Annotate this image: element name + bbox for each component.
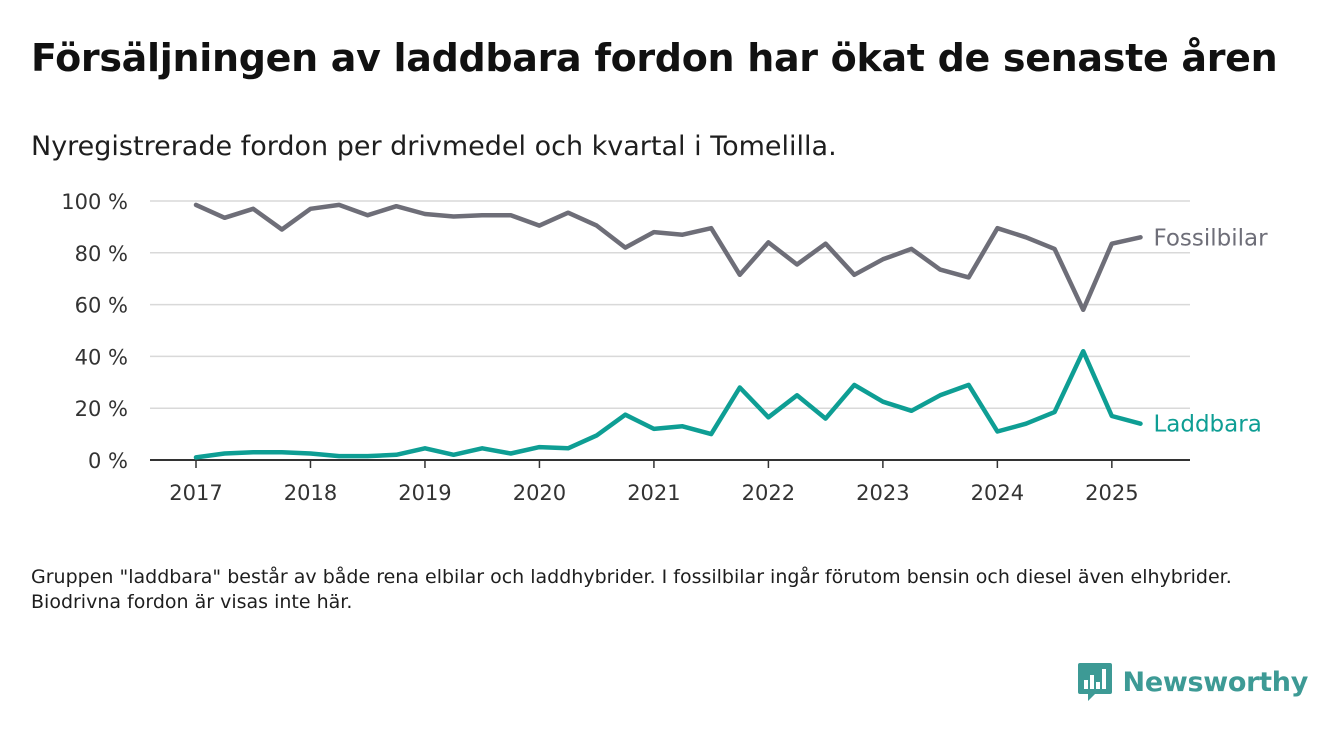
x-tick-label: 2018: [284, 481, 337, 505]
series-line-laddbara: [193, 348, 1143, 460]
y-tick-label: 0 %: [88, 449, 128, 473]
x-tick-label: 2021: [627, 481, 680, 505]
footnote: Gruppen "laddbara" består av både rena e…: [31, 566, 1232, 613]
gridlines: [150, 200, 1190, 409]
x-tick-label: 2025: [1085, 481, 1138, 505]
series-lines: [193, 202, 1143, 460]
x-tick-label: 2019: [398, 481, 451, 505]
x-tick-label: 2017: [169, 481, 222, 505]
y-tick-label: 80 %: [75, 242, 128, 266]
series-line-fossilbilar: [193, 202, 1143, 313]
y-tick-label: 40 %: [75, 345, 128, 369]
brand-name: Newsworthy: [1122, 666, 1309, 698]
series-label-fossilbilar: Fossilbilar: [1153, 225, 1268, 251]
series-labels: Fossilbilar Laddbara: [1153, 225, 1268, 437]
bar-chart-logo-icon: [1077, 663, 1112, 701]
y-tick-label: 20 %: [75, 397, 128, 421]
x-tick-label: 2024: [971, 481, 1024, 505]
brand-logo[interactable]: Newsworthy: [1077, 662, 1308, 702]
chart-subtitle: Nyregistrerade fordon per drivmedel och …: [31, 131, 837, 162]
chart-title: Försäljningen av laddbara fordon har öka…: [31, 36, 1278, 80]
x-tick-label: 2023: [856, 481, 909, 505]
x-tick-label: 2020: [513, 481, 566, 505]
series-label-laddbara: Laddbara: [1153, 412, 1261, 438]
x-axis: 2017 2018 2019 2020 2021 2022 2023 2024 2025: [150, 459, 1190, 505]
y-tick-label: 100 %: [61, 190, 128, 214]
y-axis-tick-labels: 0 % 20 % 40 % 60 % 80 % 100 %: [61, 190, 128, 473]
y-tick-label: 60 %: [75, 294, 128, 318]
x-tick-label: 2022: [742, 481, 795, 505]
